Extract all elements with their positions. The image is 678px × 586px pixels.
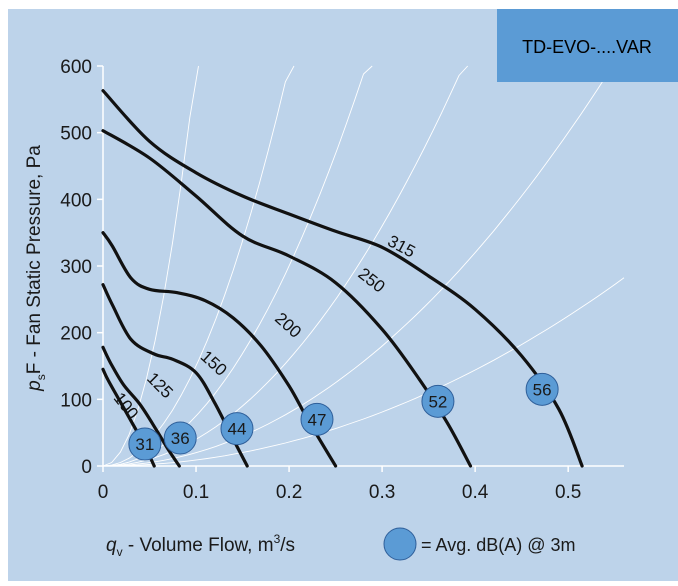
y-tick-label: 100 bbox=[60, 390, 92, 411]
noise-marker-label: 52 bbox=[428, 392, 447, 411]
y-axis-label: psF - Fan Static Pressure, Pa bbox=[24, 145, 48, 392]
x-axis-label-suffix: /s bbox=[280, 535, 295, 556]
noise-marker-label: 44 bbox=[228, 420, 247, 439]
fan-curve-200 bbox=[101, 231, 338, 468]
y-axis-label-text: F - Fan Static Pressure, Pa bbox=[24, 145, 45, 375]
system-curve bbox=[102, 65, 616, 467]
noise-marker bbox=[525, 372, 559, 406]
system-curve bbox=[102, 277, 625, 467]
model-badge-text: TD-EVO-....VAR bbox=[522, 37, 652, 57]
noise-marker-label: 56 bbox=[533, 380, 552, 399]
fan-curve-125 bbox=[101, 345, 181, 468]
fan-curve-315 bbox=[101, 89, 584, 468]
legend-marker-text: = Avg. dB(A) @ 3m bbox=[421, 535, 576, 555]
noise-marker bbox=[220, 412, 254, 446]
y-axis-label-subscript: s bbox=[34, 374, 48, 380]
axes-group: 0 100 200 300 400 500 600 0 0.1 0.2 0.3 0.4 0.5 bbox=[60, 57, 624, 503]
y-tick-label: 400 bbox=[60, 190, 92, 211]
x-axis-label: qv - Volume Flow, m3/s bbox=[106, 532, 295, 559]
noise-marker bbox=[300, 402, 334, 436]
x-tick-label: 0.5 bbox=[555, 482, 581, 503]
noise-marker-label: 47 bbox=[308, 410, 327, 429]
model-badge bbox=[497, 9, 678, 82]
x-tick-label: 0.2 bbox=[276, 482, 302, 503]
legend-marker bbox=[383, 527, 417, 561]
x-tick-label: 0.4 bbox=[462, 482, 489, 503]
noise-marker-label: 31 bbox=[135, 435, 154, 454]
noise-marker-label: 36 bbox=[171, 429, 190, 448]
x-axis-label-superscript: 3 bbox=[274, 532, 281, 546]
y-tick-label: 0 bbox=[81, 457, 92, 478]
system-curve bbox=[102, 65, 199, 467]
chart-background bbox=[8, 9, 678, 581]
y-tick-label: 500 bbox=[60, 124, 92, 145]
x-tick-label: 0.1 bbox=[183, 482, 209, 503]
noise-markers-group: 31 36 44 47 52 56 bbox=[128, 372, 559, 461]
noise-marker bbox=[163, 421, 197, 455]
noise-marker bbox=[421, 384, 455, 418]
noise-marker bbox=[128, 427, 162, 461]
x-axis-label-text: - Volume Flow, m bbox=[123, 535, 274, 556]
y-tick-label: 600 bbox=[60, 57, 92, 78]
y-tick-label: 300 bbox=[60, 257, 92, 278]
y-tick-label: 200 bbox=[60, 324, 92, 345]
y-axis-label-symbol: p bbox=[24, 380, 45, 392]
x-tick-label: 0 bbox=[98, 482, 109, 503]
system-curve bbox=[102, 65, 469, 467]
x-axis-label-subscript: v bbox=[117, 545, 123, 559]
x-tick-label: 0.3 bbox=[369, 482, 395, 503]
x-axis-label-symbol: q bbox=[106, 535, 117, 556]
